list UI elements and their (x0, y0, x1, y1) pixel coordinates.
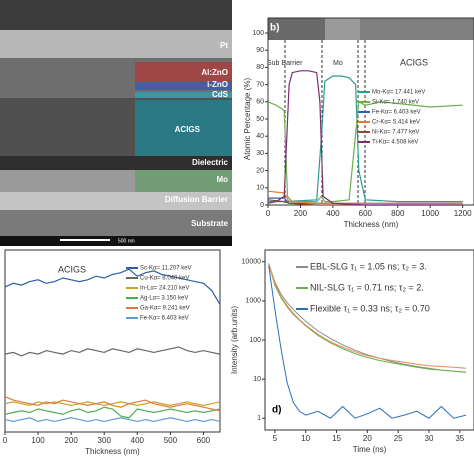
x-tick-label: 800 (391, 209, 405, 218)
x-tick-label: 1200 (454, 209, 472, 218)
x-axis-label: Time (ns) (353, 445, 387, 454)
legend-label: Sc-Kα= 11.207 keV (140, 266, 192, 272)
y-tick-label: 1000 (245, 298, 261, 305)
y-axis-label: Intensity (arb.units) (230, 306, 239, 374)
series-line (4, 346, 221, 357)
legend-label: Ti-Kα= 4.508 keV (372, 140, 418, 146)
y-tick-label: 30 (256, 150, 264, 157)
panel-label: d) (272, 405, 281, 416)
x-tick-label: 300 (98, 436, 112, 445)
layer-label: Diffusion Barrier (165, 195, 228, 204)
legend-label: NIL-SLG τ₁ = 0.71 ns; τ₂ = 2. (310, 282, 424, 292)
y-tick-label: 100 (252, 30, 264, 37)
legend-label: Ni-Kα= 7.477 keV (372, 130, 419, 136)
region-label: Mo (333, 60, 343, 67)
sem-labels: Pt Al:ZnO i-ZnO CdS ACIGS Dielectric Mo … (118, 41, 229, 244)
x-axis-label: Thickness (nm) (85, 447, 140, 456)
x-tick-label: 600 (197, 436, 211, 445)
x-tick-label: 400 (131, 436, 145, 445)
x-tick-label: 600 (359, 209, 373, 218)
x-tick-label: 1000 (421, 209, 439, 218)
y-tick-label: 90 (256, 47, 264, 54)
plot-frame (264, 249, 474, 431)
x-tick-label: 500 (164, 436, 178, 445)
legend-label: EBL-SLG τ₁ = 1.05 ns; τ₂ = 3. (310, 261, 427, 271)
y-tick-label: 80 (256, 64, 264, 71)
legend-label: Flexible τ₁ = 0.33 ns; τ₂ = 0.70 (310, 303, 430, 313)
y-tick-label: 1 (257, 415, 261, 422)
x-tick-label: 5 (273, 434, 278, 443)
layer-label: Dielectric (192, 158, 229, 167)
series-line (4, 401, 221, 407)
x-tick-label: 0 (266, 209, 271, 218)
y-tick-label: 50 (256, 116, 264, 123)
legend-label: Fe-Kα= 6.403 keV (372, 110, 421, 116)
y-tick-label: 70 (256, 81, 264, 88)
layer-label: ACIGS (175, 125, 201, 134)
series-line (4, 406, 221, 419)
x-tick-label: 10 (301, 434, 310, 443)
plot-frame (4, 249, 221, 433)
x-tick-label: 20 (363, 434, 372, 443)
legend-label: Ag-Lα= 3.150 keV (140, 296, 188, 302)
layer-label: Al:ZnO (201, 68, 228, 77)
series-line (268, 75, 463, 203)
x-tick-label: 200 (294, 209, 308, 218)
series-line (267, 70, 463, 206)
x-tick-label: 25 (394, 434, 403, 443)
x-tick-label: 200 (64, 436, 78, 445)
legend-label: In-Lα= 24.210 keV (140, 286, 189, 292)
y-tick-label: 100 (249, 337, 261, 344)
x-tick-label: 15 (332, 434, 341, 443)
series-line (4, 396, 221, 412)
layer-label: Pt (220, 41, 228, 50)
x-tick-label: 0 (3, 436, 8, 445)
y-tick-label: 20 (256, 167, 264, 174)
y-tick-label: 0 (260, 202, 264, 209)
series-line (4, 417, 221, 423)
legend-label: Si-Kα= 1.740 keV (372, 100, 419, 106)
legend-label: Cu-Kα= 8.040 keV (140, 276, 189, 282)
layer-label: Substrate (191, 219, 228, 228)
region-label: Sub Barrier (267, 60, 303, 67)
legend-label: Ga-Kα= 9.241 keV (140, 306, 190, 312)
series-line (4, 268, 221, 305)
legend-label: Fe-Kα= 6.403 keV (140, 316, 189, 322)
x-tick-label: 400 (326, 209, 340, 218)
series-line (268, 263, 467, 369)
x-tick-label: 35 (455, 434, 464, 443)
y-tick-label: 60 (256, 99, 264, 106)
scale-bar-label: 500 nm (118, 238, 135, 244)
sem-image (0, 0, 232, 246)
region-label: ACIGS (400, 57, 428, 67)
series-line (267, 190, 463, 204)
series-line (268, 265, 467, 419)
panel-label: b) (270, 23, 279, 34)
legend-label: Cr-Kα= 5.414 keV (372, 120, 420, 126)
panel-b-strip: Sub Barrier Mo ACIGS (267, 18, 474, 205)
layer-label: CdS (212, 90, 229, 99)
y-tick-label: 10000 (242, 259, 262, 266)
y-tick-label: 10 (253, 376, 261, 383)
x-tick-label: 100 (31, 436, 45, 445)
chart-title: ACIGS (58, 264, 86, 274)
series-line (268, 263, 467, 373)
layer-label: Mo (216, 175, 228, 184)
y-tick-label: 10 (256, 185, 264, 192)
series-line (268, 263, 467, 373)
plot-frame (267, 17, 474, 206)
layer-label: i-ZnO (207, 80, 228, 89)
y-tick-label: 40 (256, 133, 264, 140)
x-axis-label: Thickness (nm) (344, 220, 399, 229)
x-tick-label: 30 (425, 434, 434, 443)
legend-label: Mo-Kα= 17.441 keV (372, 90, 425, 96)
y-axis-label: Atomic Percentage (%) (243, 78, 252, 161)
